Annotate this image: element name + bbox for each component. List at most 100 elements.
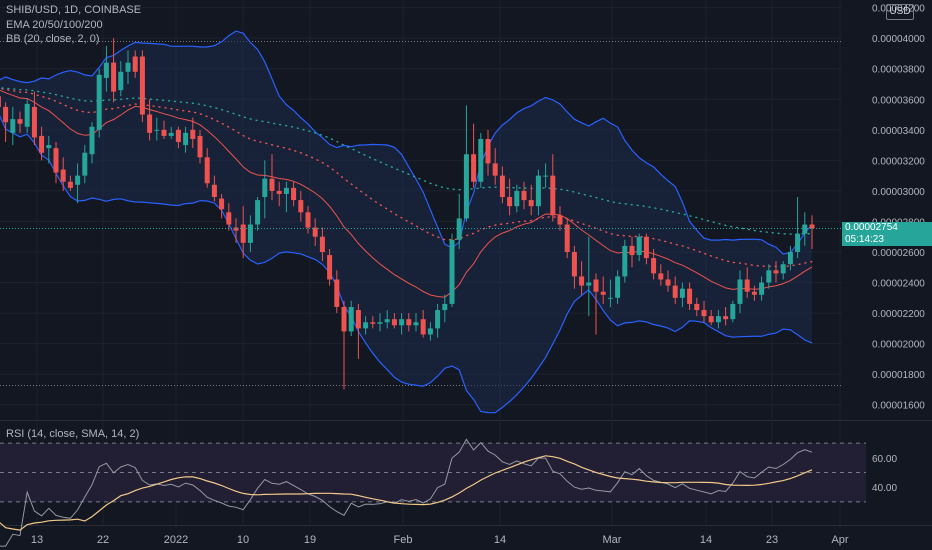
candle — [636, 233, 642, 262]
candle-body — [413, 322, 419, 326]
candle — [427, 322, 433, 341]
candle-body — [269, 178, 275, 191]
candle-body — [528, 200, 534, 207]
candle-body — [795, 233, 801, 252]
candle — [291, 181, 297, 207]
candle-body — [139, 56, 145, 115]
candle-body — [701, 310, 707, 317]
candle-body — [319, 236, 325, 252]
candle — [75, 163, 81, 204]
candle — [643, 233, 649, 265]
candle-body — [751, 291, 757, 295]
candle — [615, 270, 621, 304]
candle — [125, 50, 131, 84]
candle-body — [24, 103, 30, 127]
candle — [319, 227, 325, 262]
candle — [651, 248, 657, 280]
candle-body — [327, 255, 333, 280]
candle-body — [708, 316, 714, 323]
candle-body — [384, 319, 390, 323]
candle — [355, 303, 361, 359]
candle-body — [39, 135, 45, 153]
candle — [226, 203, 232, 231]
candle-body — [132, 56, 138, 72]
candle — [10, 106, 16, 146]
symbol-legend[interactable]: SHIB/USD, 1D, COINBASE — [6, 4, 142, 16]
candle — [384, 310, 390, 329]
candle-body — [507, 197, 513, 207]
price-axis-label: 0.00003800 — [872, 65, 925, 76]
candle — [787, 245, 793, 271]
candle-body — [622, 245, 628, 277]
candle-body — [204, 157, 210, 184]
candle-body — [427, 328, 433, 335]
candle — [694, 297, 700, 317]
candle — [262, 160, 268, 219]
candle-body — [31, 106, 37, 138]
candle-body — [571, 252, 577, 277]
candle — [449, 233, 455, 307]
candle — [708, 310, 714, 326]
candle — [111, 38, 117, 103]
candle — [435, 303, 441, 338]
candle — [600, 276, 606, 304]
rsi-line — [0, 438, 813, 547]
candle — [233, 218, 239, 243]
candle-body — [643, 236, 649, 259]
price-axis-label: 0.00004200 — [872, 4, 925, 15]
candle — [175, 126, 181, 149]
candle-body — [471, 154, 477, 182]
candle — [3, 102, 9, 143]
candle — [255, 197, 261, 231]
candle — [478, 132, 484, 188]
candle — [413, 313, 419, 332]
candle-body — [651, 258, 657, 274]
candle-body — [334, 279, 340, 307]
bb-lower-band — [0, 115, 813, 414]
candle-body — [593, 279, 599, 292]
candles-group — [0, 38, 815, 390]
candle — [751, 285, 757, 301]
candle-body — [391, 319, 397, 326]
candle-body — [557, 215, 563, 225]
time-axis-label: 2022 — [164, 534, 188, 546]
price-axis-label: 0.00001600 — [872, 401, 925, 412]
price-axis-label: 0.00003400 — [872, 126, 925, 137]
candle-body — [377, 322, 383, 324]
rsi-legend[interactable]: RSI (14, close, SMA, 14, 2) — [6, 428, 140, 440]
candle — [348, 300, 354, 336]
candle-body — [96, 74, 102, 130]
candle — [672, 276, 678, 304]
candle — [679, 282, 685, 307]
candle-body — [211, 184, 217, 198]
candle-body — [406, 319, 412, 326]
candle-body — [399, 319, 405, 326]
candle-body — [154, 129, 160, 131]
ema-legend[interactable]: EMA 20/50/100/200 — [6, 19, 103, 31]
candle — [492, 148, 498, 185]
candle — [528, 184, 534, 216]
candle-body — [802, 224, 808, 234]
candle — [377, 313, 383, 332]
candle — [535, 169, 541, 216]
candle-body — [103, 62, 109, 78]
candle — [96, 68, 102, 138]
candle — [744, 267, 750, 298]
rsi-axis-label: 60.00 — [872, 454, 897, 465]
candle-body — [672, 285, 678, 298]
candle — [420, 310, 426, 338]
candle-body — [456, 218, 462, 240]
candle — [53, 142, 59, 184]
bb-legend[interactable]: BB (20, close, 2, 0) — [6, 33, 100, 45]
candle-body — [665, 279, 671, 286]
candle-body — [550, 175, 556, 216]
price-axis-label: 0.00003000 — [872, 187, 925, 198]
candle — [82, 145, 88, 184]
candle-body — [219, 198, 225, 210]
time-axis-label: 23 — [766, 534, 778, 546]
currency-badge[interactable]: USD — [886, 4, 914, 20]
candle — [507, 178, 513, 216]
candle — [658, 264, 664, 286]
candle-body — [276, 190, 282, 194]
